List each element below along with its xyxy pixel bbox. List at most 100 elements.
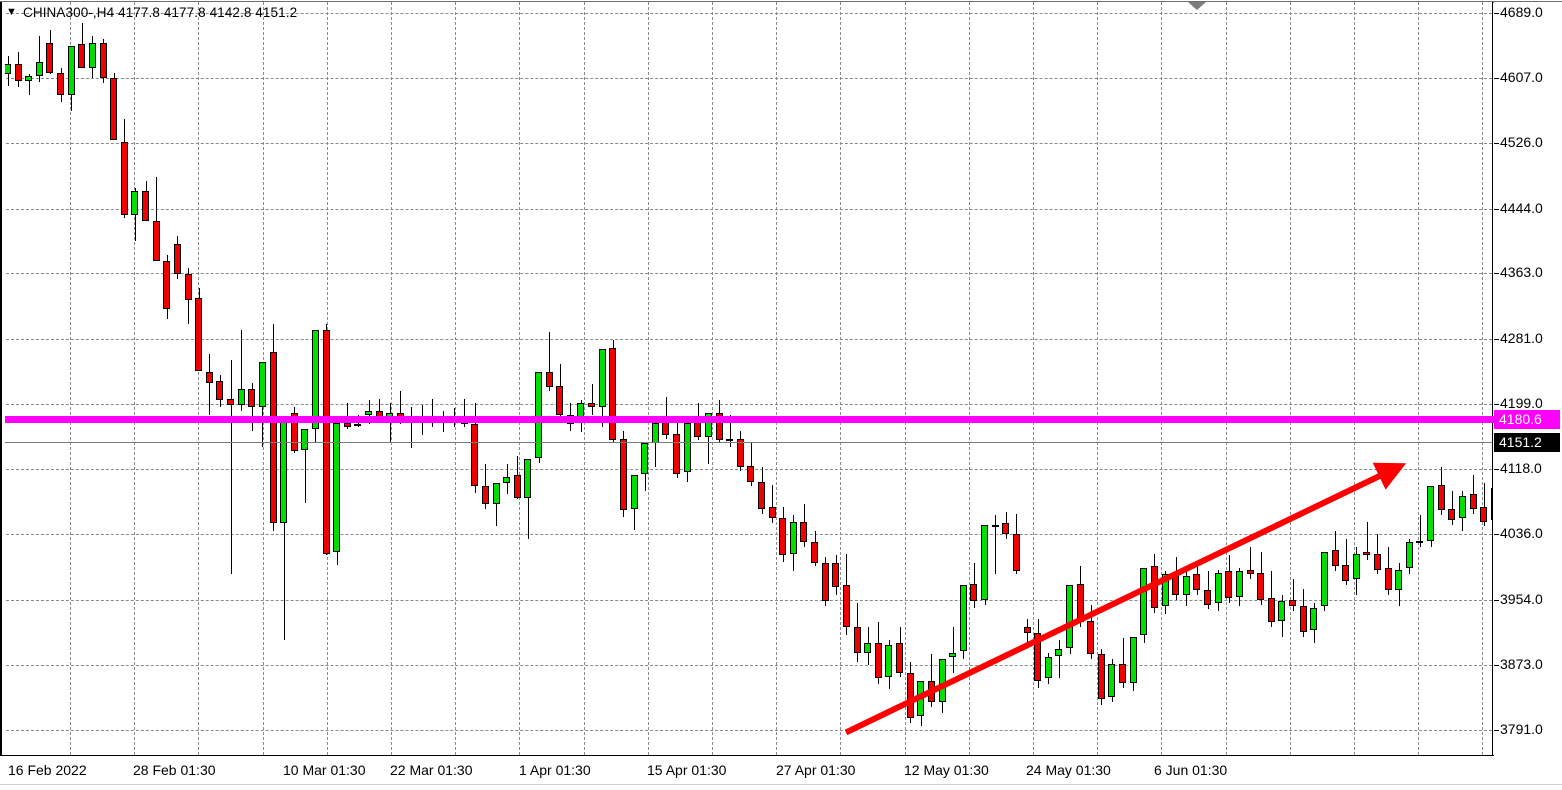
candle-body-bearish <box>811 542 818 564</box>
gridline-vertical <box>1033 2 1034 755</box>
candle-body-bullish <box>885 644 892 677</box>
candle-wick <box>241 329 242 412</box>
candle-body-bearish <box>970 583 977 602</box>
candle-body-bearish <box>747 465 754 482</box>
plot-left-border <box>0 2 2 755</box>
candle-body-bearish <box>1300 606 1307 632</box>
candle-body-bearish <box>1098 654 1105 699</box>
time-axis[interactable]: 16 Feb 2022 28 Feb 01:30 10 Mar 01:30 22 Ma… <box>0 756 1562 790</box>
price-tick-label: 3873.0 <box>1500 655 1543 672</box>
candle-body-bullish <box>1491 488 1492 520</box>
candle-body-bullish <box>631 475 638 509</box>
price-tick-mark <box>1494 208 1499 210</box>
candle-body-bullish <box>131 191 138 215</box>
candle-body-bearish <box>716 413 723 441</box>
candle-wick <box>549 331 550 391</box>
candle-body-bullish <box>4 64 11 75</box>
candle-body-bearish <box>1034 633 1041 682</box>
candle-body-bullish <box>949 652 956 658</box>
time-tick-label: 16 Feb 2022 <box>8 762 87 778</box>
candle-body-bullish <box>864 642 871 653</box>
candle-body-bearish <box>1257 572 1264 600</box>
candle-body-bearish <box>1193 574 1200 591</box>
candle-wick <box>772 484 773 524</box>
time-tick-label: 6 Jun 01:30 <box>1154 762 1228 778</box>
candle-body-bullish <box>259 361 266 407</box>
candle-body-bearish <box>78 44 85 69</box>
candle-body-bullish <box>1045 657 1052 679</box>
candle-body-bearish <box>227 399 234 406</box>
candle-wick <box>411 406 412 449</box>
candle-wick <box>496 492 497 527</box>
price-tick-label: 4526.0 <box>1500 134 1543 151</box>
candle-body-bullish <box>939 658 946 703</box>
candle-body-bearish <box>153 221 160 262</box>
candle-body-bullish <box>1310 607 1317 631</box>
candle-wick <box>284 484 285 640</box>
candle-body-bearish <box>620 438 627 511</box>
candle-body-bullish <box>36 61 43 77</box>
candle-body-bearish <box>216 381 223 401</box>
candle-wick <box>209 353 210 415</box>
gridline-horizontal <box>1 468 1492 470</box>
candle-body-bearish <box>1077 583 1084 623</box>
candle-body-bullish <box>1406 542 1413 568</box>
symbol-ohlc-label: CHINA300-,H4 4177.8 4177.8 4142.8 4151.2 <box>23 4 298 20</box>
candle-body-bearish <box>1363 551 1370 556</box>
candle-body-bullish <box>790 521 797 554</box>
price-tick-label: 4444.0 <box>1500 199 1543 216</box>
candle-body-bearish <box>1480 507 1487 522</box>
gridline-vertical <box>1354 2 1355 755</box>
candle-body-bearish <box>121 141 128 215</box>
candle-body-bearish <box>248 389 255 407</box>
candle-body-bearish <box>694 421 701 437</box>
price-tick-mark <box>1494 273 1499 275</box>
gridline-horizontal <box>1 599 1492 601</box>
gridline-horizontal <box>1 13 1492 14</box>
candle-wick <box>1293 579 1294 612</box>
candle-body-bearish <box>100 43 107 78</box>
candle-wick <box>400 390 401 425</box>
candle-body-bearish <box>737 438 744 468</box>
collapse-chevron-icon[interactable]: ▼ <box>6 5 17 18</box>
candle-body-bearish <box>291 413 298 452</box>
gridline-vertical <box>519 2 520 755</box>
candle-body-bearish <box>1470 494 1477 509</box>
candle-body-bearish <box>1225 571 1232 599</box>
candle-body-bullish <box>1130 636 1137 683</box>
candle-body-bearish <box>907 673 914 718</box>
price-tick-mark <box>1494 730 1499 731</box>
candle-body-bearish <box>1013 534 1020 572</box>
trendline-arrow[interactable] <box>1 2 1492 755</box>
price-tick-mark <box>1494 13 1499 14</box>
candle-body-bearish <box>185 274 192 300</box>
candle-body-bearish <box>110 77 117 140</box>
price-tick-mark <box>1494 404 1499 406</box>
candle-body-bearish <box>46 42 53 73</box>
candle-body-bearish <box>1151 566 1158 608</box>
time-tick-label: 22 Mar 01:30 <box>390 762 473 778</box>
price-axis[interactable]: 4689.0 4607.0 4526.0 4444.0 4363.0 4281.0 4199… <box>1486 2 1562 755</box>
gridline-horizontal <box>1 534 1492 536</box>
candle-body-bullish <box>1427 486 1434 541</box>
chart-plot-area[interactable] <box>1 2 1492 755</box>
candle-body-bullish <box>1278 601 1285 621</box>
candle-wick <box>464 398 465 428</box>
candle-body-bearish <box>57 72 64 96</box>
candle-body-bullish <box>1215 572 1222 604</box>
candle-wick <box>262 401 263 447</box>
gridline-horizontal <box>1 78 1492 80</box>
time-tick-label: 1 Apr 01:30 <box>519 762 591 778</box>
price-tick-mark <box>1494 468 1499 470</box>
candle-body-bullish <box>89 43 96 69</box>
candle-wick <box>337 547 338 565</box>
gridline-vertical <box>840 2 841 755</box>
candle-body-bullish <box>1353 553 1360 580</box>
chart-shift-marker-icon[interactable] <box>1188 2 1206 10</box>
gridline-vertical <box>1418 2 1419 755</box>
candle-body-bearish <box>546 371 553 388</box>
resistance-level-line[interactable] <box>1 415 1492 423</box>
candle-body-bullish <box>1108 663 1115 698</box>
candle-body-bearish <box>832 563 839 588</box>
